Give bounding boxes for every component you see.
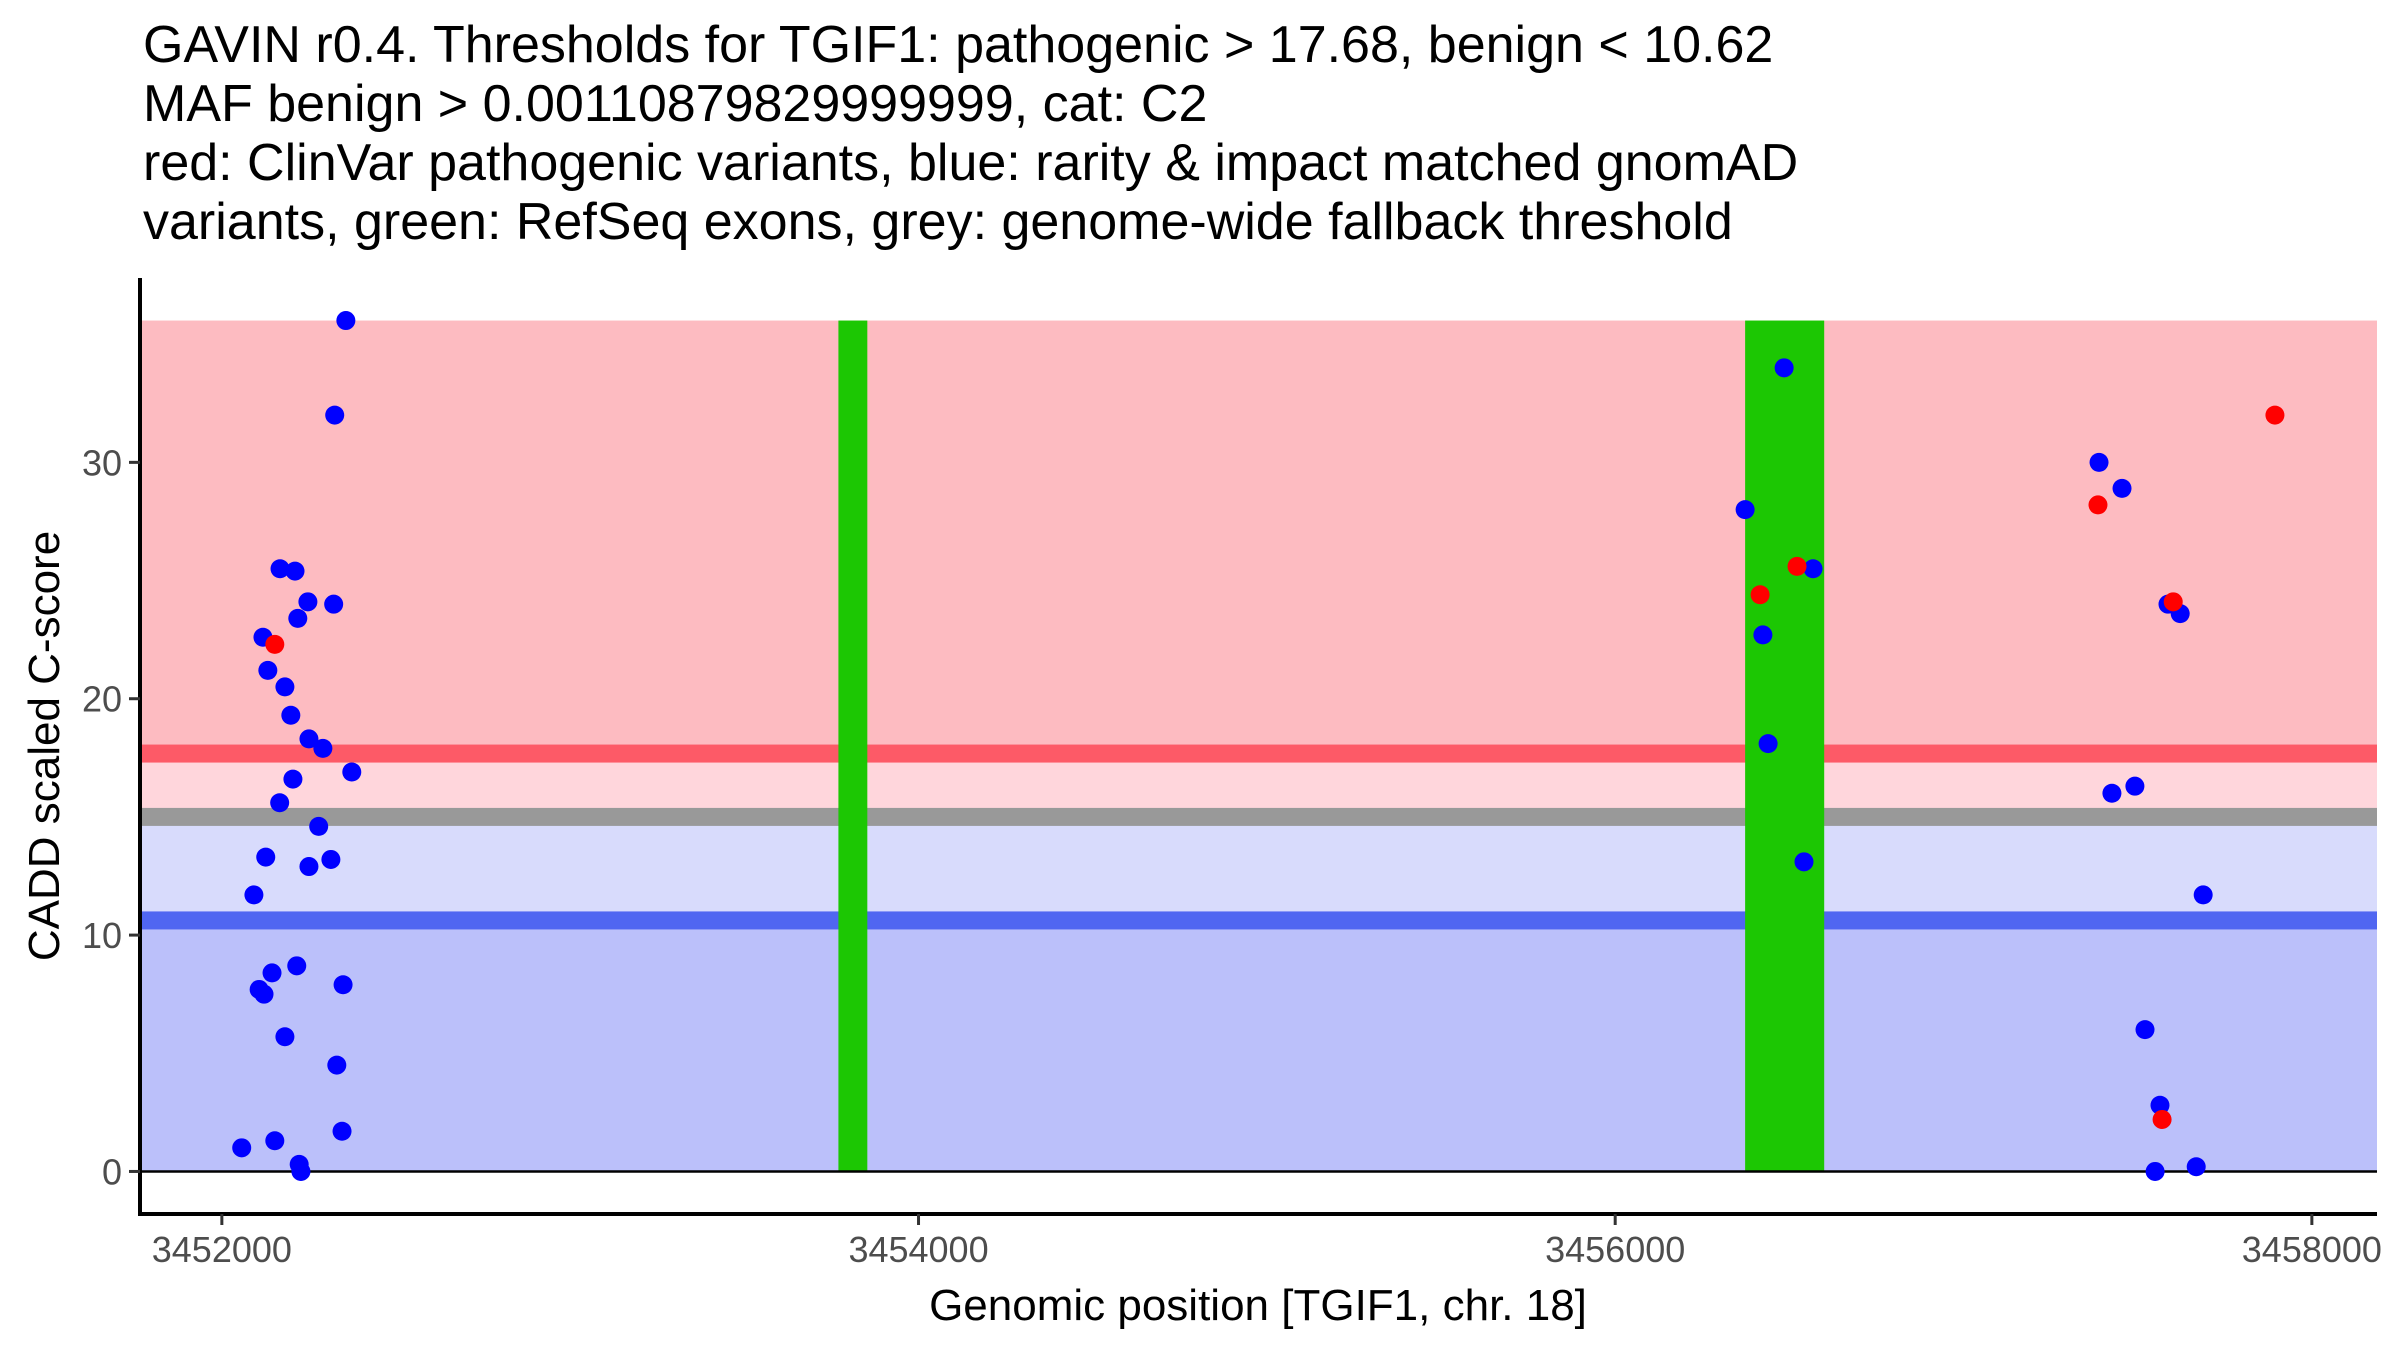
point-gnomad-matched-variants: [275, 677, 295, 697]
fallback-threshold-line: [140, 807, 2377, 826]
fallback-benign-region: [140, 816, 2377, 921]
point-gnomad-matched-variants: [287, 956, 307, 976]
axes: [138, 278, 2377, 1216]
title-line-2: MAF benign > 0.00110879829999999, cat: C…: [143, 75, 1207, 133]
point-gnomad-matched-variants: [342, 762, 362, 782]
point-gnomad-matched-variants: [299, 857, 319, 877]
point-gnomad-matched-variants: [258, 660, 278, 680]
exon-band: [1745, 320, 1825, 1172]
point-gnomad-matched-variants: [2089, 452, 2109, 472]
point-clinvar-pathogenic-variants: [265, 634, 285, 654]
point-clinvar-pathogenic-variants: [2163, 592, 2183, 612]
point-gnomad-matched-variants: [2145, 1161, 2165, 1181]
point-gnomad-matched-variants: [325, 405, 345, 425]
exon-band: [838, 320, 868, 1172]
point-gnomad-matched-variants: [299, 729, 319, 749]
point-clinvar-pathogenic-variants: [2265, 405, 2285, 425]
point-gnomad-matched-variants: [327, 1055, 347, 1075]
x-tick-label: 3452000: [152, 1229, 292, 1270]
point-gnomad-matched-variants: [285, 561, 305, 581]
x-tick-label: 3456000: [1545, 1229, 1685, 1270]
x-axis-ticks: 3452000 3454000 3456000 3458000: [152, 1214, 2382, 1270]
point-gnomad-matched-variants: [265, 1131, 285, 1151]
title-line-1: GAVIN r0.4. Thresholds for TGIF1: pathog…: [143, 16, 1773, 74]
point-gnomad-matched-variants: [332, 1121, 352, 1141]
point-gnomad-matched-variants: [2112, 478, 2132, 498]
point-gnomad-matched-variants: [2186, 1157, 2206, 1177]
point-gnomad-matched-variants: [232, 1138, 252, 1158]
y-axis-title: CADD scaled C-score: [20, 531, 69, 961]
point-gnomad-matched-variants: [336, 311, 356, 331]
point-gnomad-matched-variants: [1774, 358, 1794, 378]
point-gnomad-matched-variants: [1794, 852, 1814, 872]
y-axis-ticks: 0 10 20 30: [82, 442, 140, 1192]
point-gnomad-matched-variants: [2135, 1020, 2155, 1040]
point-gnomad-matched-variants: [321, 849, 341, 869]
point-clinvar-pathogenic-variants: [1750, 585, 1770, 605]
title-line-4: variants, green: RefSeq exons, grey: gen…: [143, 193, 1733, 251]
point-gnomad-matched-variants: [309, 816, 329, 836]
point-gnomad-matched-variants: [291, 1161, 311, 1181]
point-gnomad-matched-variants: [256, 847, 276, 867]
y-tick-label: 10: [82, 915, 122, 956]
point-clinvar-pathogenic-variants: [2088, 495, 2108, 515]
point-gnomad-matched-variants: [1735, 500, 1755, 520]
fallback-pathogenic-region: [140, 753, 2377, 817]
y-tick-label: 20: [82, 679, 122, 720]
point-gnomad-matched-variants: [2150, 1095, 2170, 1115]
point-gnomad-matched-variants: [275, 1027, 295, 1047]
point-gnomad-matched-variants: [283, 769, 303, 789]
point-gnomad-matched-variants: [1758, 734, 1778, 754]
benign-region: [140, 920, 2377, 1172]
pathogenic-threshold-line: [140, 744, 2377, 763]
title-line-3: red: ClinVar pathogenic variants, blue: …: [143, 134, 1798, 192]
point-gnomad-matched-variants: [288, 608, 308, 628]
point-gnomad-matched-variants: [270, 793, 290, 813]
point-gnomad-matched-variants: [1753, 625, 1773, 645]
point-gnomad-matched-variants: [313, 738, 333, 758]
pathogenic-region: [140, 320, 2377, 754]
point-gnomad-matched-variants: [298, 592, 318, 612]
threshold-regions: [140, 320, 2377, 1172]
point-clinvar-pathogenic-variants: [2152, 1109, 2172, 1129]
benign-threshold-line: [140, 911, 2377, 930]
point-gnomad-matched-variants: [254, 984, 274, 1004]
x-axis-title: Genomic position [TGIF1, chr. 18]: [929, 1281, 1587, 1330]
point-gnomad-matched-variants: [324, 594, 344, 614]
point-gnomad-matched-variants: [270, 559, 290, 579]
chart-title: GAVIN r0.4. Thresholds for TGIF1: pathog…: [143, 16, 1798, 251]
x-tick-label: 3458000: [2242, 1229, 2382, 1270]
variant-points: [232, 311, 2285, 1181]
point-clinvar-pathogenic-variants: [1787, 556, 1807, 576]
y-tick-label: 30: [82, 442, 122, 483]
point-gnomad-matched-variants: [1803, 559, 1823, 579]
point-gnomad-matched-variants: [281, 705, 301, 725]
y-tick-label: 0: [102, 1151, 122, 1192]
point-gnomad-matched-variants: [2193, 885, 2213, 905]
x-tick-label: 3454000: [848, 1229, 988, 1270]
point-gnomad-matched-variants: [2102, 783, 2122, 803]
point-gnomad-matched-variants: [244, 885, 264, 905]
point-gnomad-matched-variants: [2125, 776, 2145, 796]
point-gnomad-matched-variants: [333, 975, 353, 995]
point-gnomad-matched-variants: [262, 963, 282, 983]
exon-bands: [838, 320, 1825, 1172]
